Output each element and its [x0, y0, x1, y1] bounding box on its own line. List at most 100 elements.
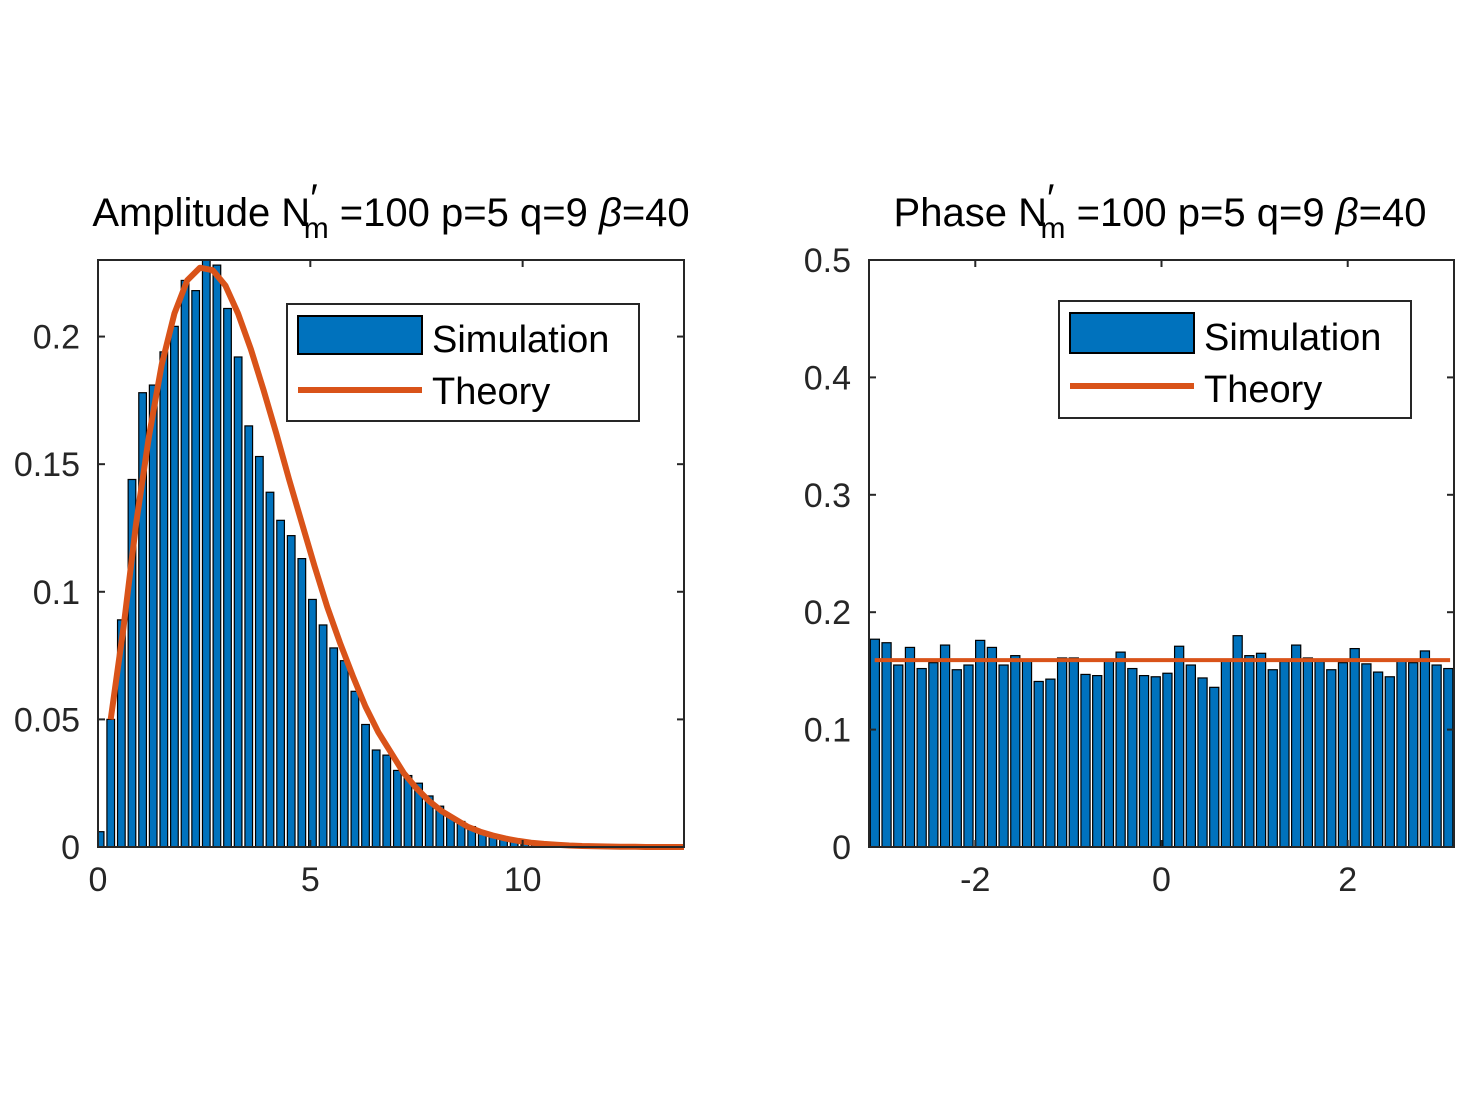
amplitude-ytick-label: 0.1 — [33, 574, 80, 612]
phase-bar — [1138, 674, 1150, 848]
phase-ticks: -2 0 2 0 0.1 0.2 0.3 0.4 0.5 — [804, 242, 1454, 899]
amplitude-bar — [201, 259, 211, 848]
phase-bar — [1173, 645, 1185, 848]
amplitude-title-beta: β — [598, 191, 622, 235]
phase-bar — [1314, 660, 1325, 848]
amplitude-bar — [148, 384, 158, 848]
amplitude-bar — [350, 690, 360, 848]
phase-bar — [869, 638, 881, 848]
phase-bar — [893, 664, 904, 848]
phase-bar — [1162, 672, 1173, 848]
phase-ytick-label: 0.1 — [804, 712, 851, 750]
phase-bar — [1431, 664, 1442, 848]
phase-ytick-label: 0 — [832, 829, 851, 867]
amplitude-title-prime: ′ — [310, 177, 318, 221]
phase-bar — [1103, 658, 1115, 848]
phase-bar — [1150, 676, 1161, 848]
phase-bar — [1372, 671, 1384, 848]
phase-title: Phase N′ m =100 p=5 q=9 β=40 — [894, 177, 1427, 245]
phase-bar — [1361, 663, 1372, 848]
phase-bar — [1115, 651, 1126, 848]
phase-bar — [1068, 657, 1079, 848]
phase-ytick-label: 0.5 — [804, 242, 851, 280]
phase-bar — [916, 667, 927, 848]
phase-bar — [1010, 655, 1021, 848]
phase-title-beta-value: =40 — [1359, 191, 1427, 235]
amplitude-bar — [223, 307, 232, 848]
phase-legend-simulation-swatch — [1069, 312, 1195, 354]
phase-xtick-label: 2 — [1338, 861, 1357, 899]
phase-xtick-label: 0 — [1152, 861, 1171, 899]
phase-bar — [963, 664, 974, 848]
phase-bar — [1267, 669, 1278, 848]
phase-bar — [1337, 662, 1349, 848]
amplitude-bar — [329, 647, 339, 848]
amplitude-ytick-label: 0 — [61, 829, 80, 867]
amplitude-bar — [297, 558, 307, 848]
amplitude-title-prefix: Amplitude N — [92, 191, 310, 235]
phase-bar — [1384, 676, 1395, 848]
phase-bar — [1419, 650, 1431, 848]
amplitude-title-beta-value: =40 — [622, 191, 690, 235]
amplitude-bar — [159, 351, 169, 848]
phase-bar — [1279, 660, 1290, 848]
amplitude-bar — [180, 279, 190, 848]
amplitude-bar — [191, 290, 201, 848]
phase-xtick-label: -2 — [960, 861, 990, 899]
phase-bar — [1326, 669, 1337, 848]
amplitude-bar — [318, 624, 328, 848]
phase-title-prefix: Phase N — [894, 191, 1047, 235]
amplitude-bar — [212, 264, 222, 848]
phase-bar — [1349, 647, 1360, 848]
amplitude-bar — [244, 425, 254, 848]
amplitude-bar — [382, 754, 392, 848]
phase-bar — [1092, 674, 1103, 848]
amplitude-ytick-label: 0.2 — [33, 319, 80, 357]
phase-bar — [1045, 678, 1056, 848]
phase-ytick-label: 0.2 — [804, 594, 851, 632]
phase-bar — [1220, 659, 1232, 848]
phase-bar — [1185, 664, 1197, 848]
phase-legend-simulation-label: Simulation — [1204, 317, 1381, 359]
amplitude-bar — [339, 660, 349, 848]
phase-bar — [1080, 673, 1091, 848]
amplitude-bar — [106, 718, 116, 848]
amplitude-bar — [371, 749, 381, 848]
amplitude-legend: Simulation Theory — [286, 303, 640, 422]
amplitude-bar — [265, 491, 275, 848]
amplitude-ytick-label: 0.05 — [14, 701, 80, 739]
amplitude-xtick-label: 0 — [89, 861, 108, 899]
amplitude-title-subscript: m — [304, 212, 329, 245]
amplitude-panel: Amplitude N′ m =100 p=5 q=9 β=40 0 5 10 0 0.0… — [14, 177, 690, 899]
phase-bar — [1197, 677, 1208, 848]
phase-bar — [1056, 657, 1068, 848]
phase-ytick-label: 0.4 — [804, 359, 851, 397]
phase-legend-theory-label: Theory — [1204, 369, 1322, 411]
amplitude-axes-box — [97, 259, 685, 848]
phase-title-subscript: m — [1040, 212, 1065, 245]
phase-bar — [1396, 658, 1407, 848]
phase-bar — [1443, 667, 1454, 848]
phase-bar — [928, 662, 939, 848]
phase-bar — [975, 639, 986, 848]
phase-bar — [1209, 686, 1220, 848]
amplitude-legend-theory-label: Theory — [432, 371, 550, 413]
amplitude-bar — [233, 356, 243, 848]
phase-bar — [998, 664, 1009, 848]
phase-bar — [1021, 658, 1033, 848]
amplitude-title: Amplitude N′ m =100 p=5 q=9 β=40 — [92, 177, 689, 245]
phase-bar — [904, 646, 916, 848]
phase-bar — [1244, 655, 1255, 848]
phase-bar — [1291, 644, 1302, 848]
amplitude-title-suffix: =100 p=5 q=9 — [329, 191, 599, 235]
amplitude-legend-simulation-swatch — [297, 315, 423, 355]
phase-axes-box — [868, 259, 1455, 848]
phase-title-prime: ′ — [1047, 177, 1055, 221]
phase-bar — [1408, 662, 1419, 848]
phase-bar — [1302, 657, 1314, 848]
phase-bar — [1232, 635, 1243, 848]
phase-bar — [1127, 667, 1138, 848]
phase-bar — [986, 646, 998, 848]
amplitude-bar — [170, 325, 179, 848]
